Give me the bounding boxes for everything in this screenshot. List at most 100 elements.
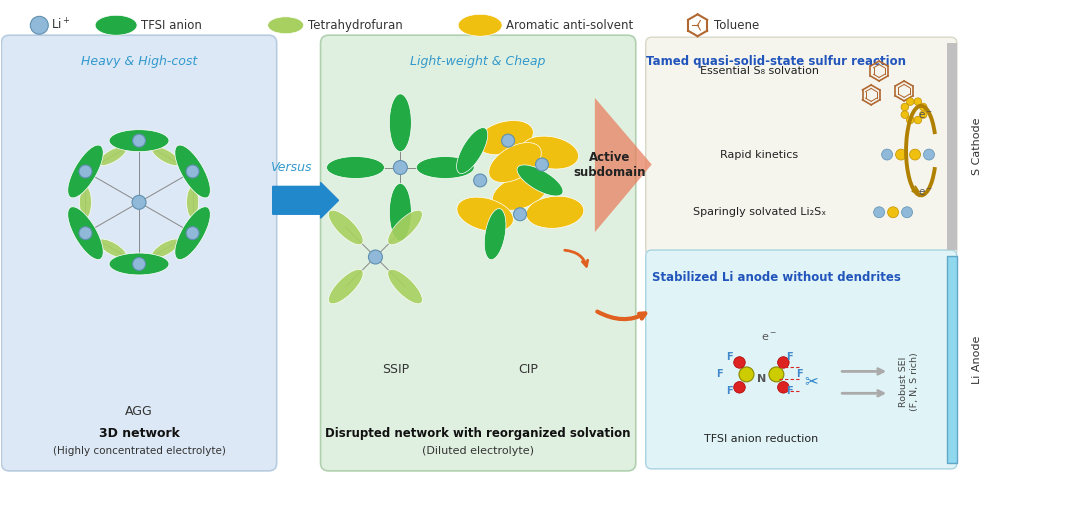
Ellipse shape	[95, 15, 137, 35]
Ellipse shape	[151, 239, 180, 258]
Circle shape	[30, 16, 49, 34]
Ellipse shape	[390, 183, 411, 241]
Text: TFSI anion reduction: TFSI anion reduction	[704, 434, 819, 444]
Text: Disrupted network with reorganized solvation: Disrupted network with reorganized solva…	[325, 426, 631, 440]
Circle shape	[133, 134, 146, 147]
Text: Stabilized Li anode without dendrites: Stabilized Li anode without dendrites	[652, 271, 901, 284]
Ellipse shape	[187, 186, 199, 218]
Text: F: F	[786, 386, 793, 396]
Ellipse shape	[477, 121, 534, 155]
Text: F: F	[726, 352, 733, 362]
Text: S Cathode: S Cathode	[972, 118, 982, 175]
Text: F: F	[726, 386, 733, 396]
Ellipse shape	[484, 209, 505, 259]
Text: Versus: Versus	[270, 161, 311, 174]
Ellipse shape	[390, 94, 411, 151]
Text: Robust SEI
(F, N, S rich): Robust SEI (F, N, S rich)	[900, 352, 919, 411]
Text: Tetrahydrofuran: Tetrahydrofuran	[308, 19, 403, 32]
Text: Toluene: Toluene	[714, 19, 759, 32]
Text: Li$^+$: Li$^+$	[51, 18, 71, 33]
Circle shape	[906, 98, 914, 105]
Ellipse shape	[492, 174, 548, 210]
FancyArrow shape	[272, 182, 338, 218]
Circle shape	[874, 207, 885, 218]
Ellipse shape	[416, 157, 474, 179]
Circle shape	[393, 161, 407, 174]
Circle shape	[909, 149, 920, 160]
Ellipse shape	[151, 147, 180, 165]
Text: CIP: CIP	[518, 363, 538, 376]
Circle shape	[923, 149, 934, 160]
Circle shape	[368, 250, 382, 264]
Text: SSIP: SSIP	[382, 363, 409, 376]
Circle shape	[778, 357, 789, 368]
Ellipse shape	[98, 239, 126, 258]
Ellipse shape	[80, 186, 92, 218]
Ellipse shape	[175, 145, 211, 198]
Ellipse shape	[68, 145, 104, 198]
Circle shape	[919, 103, 927, 111]
Circle shape	[895, 149, 906, 160]
Ellipse shape	[326, 157, 384, 179]
Text: F: F	[716, 370, 723, 379]
Circle shape	[501, 134, 514, 147]
Text: e$^-$: e$^-$	[761, 332, 778, 343]
Circle shape	[186, 165, 199, 178]
Text: (Diluted electrolyte): (Diluted electrolyte)	[422, 446, 535, 456]
Ellipse shape	[109, 253, 168, 275]
FancyBboxPatch shape	[646, 37, 957, 256]
Circle shape	[901, 103, 908, 111]
Circle shape	[132, 195, 146, 209]
Ellipse shape	[328, 210, 363, 245]
Polygon shape	[595, 98, 651, 232]
Text: ✂: ✂	[805, 372, 819, 390]
Circle shape	[474, 174, 487, 187]
Text: Sparingly solvated Li₂Sₓ: Sparingly solvated Li₂Sₓ	[692, 207, 826, 217]
Ellipse shape	[388, 210, 422, 245]
Circle shape	[733, 382, 745, 393]
Ellipse shape	[328, 269, 363, 304]
Circle shape	[881, 149, 892, 160]
Text: Light-weight & Cheap: Light-weight & Cheap	[410, 55, 545, 67]
Text: Li Anode: Li Anode	[972, 335, 982, 384]
Ellipse shape	[98, 147, 126, 165]
Circle shape	[919, 111, 927, 118]
Ellipse shape	[489, 143, 541, 183]
Circle shape	[79, 227, 92, 240]
Ellipse shape	[68, 207, 104, 259]
Circle shape	[914, 98, 921, 105]
Circle shape	[536, 158, 549, 171]
Text: e$^-$: e$^-$	[918, 187, 933, 198]
Circle shape	[739, 367, 754, 382]
Circle shape	[733, 357, 745, 368]
Circle shape	[778, 382, 789, 393]
Circle shape	[79, 165, 92, 178]
Ellipse shape	[175, 207, 211, 259]
FancyBboxPatch shape	[646, 250, 957, 469]
Ellipse shape	[388, 269, 422, 304]
FancyBboxPatch shape	[321, 35, 636, 471]
Circle shape	[914, 116, 921, 124]
Ellipse shape	[458, 14, 502, 36]
Text: Tamed quasi-solid-state sulfur reaction: Tamed quasi-solid-state sulfur reaction	[647, 55, 906, 67]
Circle shape	[769, 367, 784, 382]
FancyBboxPatch shape	[947, 256, 957, 463]
Ellipse shape	[268, 17, 303, 34]
Text: 3D network: 3D network	[98, 426, 179, 440]
Ellipse shape	[522, 136, 579, 169]
FancyBboxPatch shape	[947, 43, 957, 250]
Text: F: F	[786, 352, 793, 362]
Circle shape	[901, 111, 908, 118]
Text: TFSI anion: TFSI anion	[141, 19, 202, 32]
Ellipse shape	[517, 165, 563, 196]
Ellipse shape	[457, 197, 513, 231]
Circle shape	[902, 207, 913, 218]
Ellipse shape	[526, 196, 584, 228]
Circle shape	[888, 207, 899, 218]
Text: Essential S₈ solvation: Essential S₈ solvation	[700, 66, 819, 76]
Circle shape	[133, 257, 146, 270]
Text: AGG: AGG	[125, 405, 153, 418]
Circle shape	[186, 227, 199, 240]
Circle shape	[906, 116, 914, 124]
Text: F: F	[796, 370, 802, 379]
